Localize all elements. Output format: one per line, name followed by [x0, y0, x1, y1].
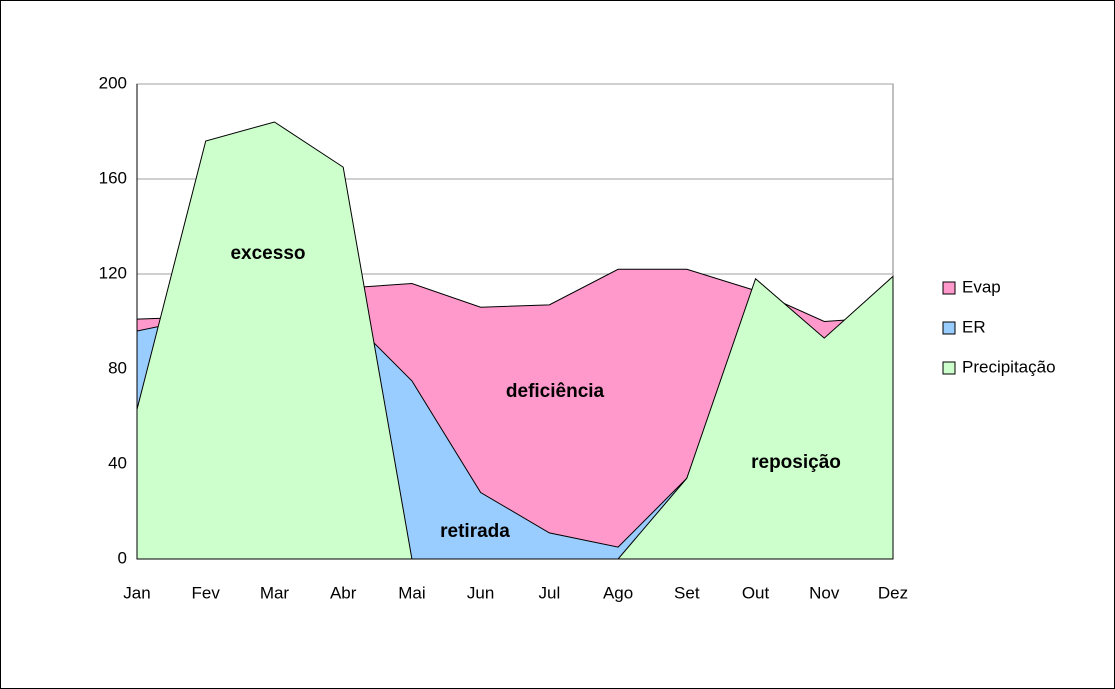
y-tick-label: 160 — [99, 168, 127, 187]
annotation: deficiência — [506, 381, 605, 402]
legend-swatch — [942, 361, 956, 375]
x-tick-label: Nov — [809, 583, 840, 602]
x-tick-label: Jul — [538, 583, 560, 602]
x-tick-label: Mar — [260, 583, 290, 602]
x-tick-label: Dez — [878, 583, 908, 602]
x-tick-label: Jun — [467, 583, 494, 602]
legend-label: ER — [962, 317, 986, 336]
y-tick-label: 120 — [99, 263, 127, 282]
y-tick-label: 0 — [118, 548, 127, 567]
x-tick-label: Out — [742, 583, 770, 602]
annotation: excesso — [230, 243, 305, 264]
annotation: retirada — [440, 521, 510, 542]
x-tick-label: Abr — [330, 583, 357, 602]
x-tick-label: Jan — [123, 583, 150, 602]
annotation: reposição — [751, 452, 841, 473]
x-tick-label: Set — [674, 583, 700, 602]
legend-swatch — [942, 321, 956, 335]
y-tick-label: 200 — [99, 73, 127, 92]
legend-label: Precipitação — [962, 357, 1056, 376]
legend-label: Evap — [962, 277, 1001, 296]
x-tick-label: Ago — [603, 583, 633, 602]
x-tick-label: Fev — [192, 583, 221, 602]
x-tick-label: Mai — [398, 583, 425, 602]
y-tick-label: 40 — [108, 453, 127, 472]
legend-swatch — [942, 281, 956, 295]
y-tick-label: 80 — [108, 358, 127, 377]
